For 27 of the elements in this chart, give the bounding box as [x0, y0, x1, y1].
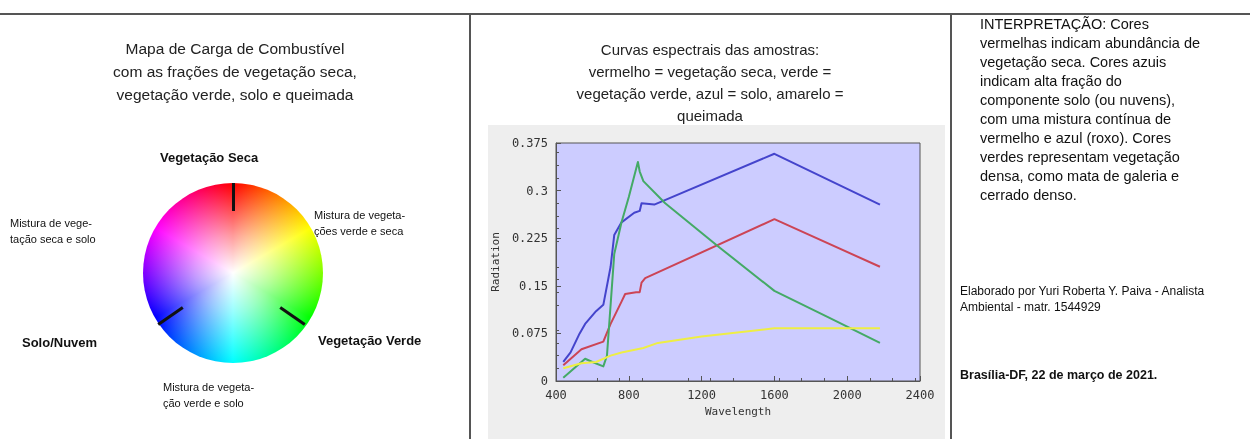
- x-tick-label: 2000: [832, 388, 862, 402]
- x-tick-label: 800: [617, 388, 640, 402]
- text: Elaborado por Yuri Roberta Y. Paiva - Analista Ambiental - matr. 1544929: [960, 283, 1206, 315]
- line-series: [562, 218, 881, 367]
- text: Mistura de vegeta- ção verde e solo: [163, 380, 255, 411]
- text: Mistura de vege- tação seca e solo: [10, 216, 96, 247]
- y-tick-label: 0.3: [526, 183, 548, 198]
- y-tick-label: 0.225: [511, 231, 548, 246]
- text: Brasília-DF, 22 de março de 2021.: [960, 367, 1159, 383]
- y-tick-label: 0.075: [511, 326, 548, 341]
- x-axis-title: Wavelength: [704, 404, 772, 418]
- x-tick-label: 2400: [905, 388, 935, 402]
- text: Mistura de vegeta- ções verde e seca: [314, 208, 406, 239]
- text: INTERPRETAÇÃO: Cores vermelhas indicam abundância de vegetação seca. Cores azuis indicam alta fração do componente solo (ou nuvens), com uma mistura contínua de vermelho e azul (roxo). Cores verdes representam vegetação densa, como mata de galeria e cerrado denso.: [980, 16, 1201, 203]
- text: Vegetação Verde: [318, 333, 422, 349]
- y-tick-label: 0.375: [511, 136, 548, 150]
- text: Mapa de Carga de Combustível com as frações de vegetação seca, vegetação verde, solo e queimada: [112, 39, 358, 105]
- text: Solo/Nuvem: [22, 335, 98, 351]
- y-tick-label: 0.15: [519, 278, 548, 293]
- text: Vegetação Seca: [160, 150, 259, 166]
- line-series: [562, 327, 881, 370]
- chart-title: Curvas espectrais das amostras: vermelho = vegetação seca, verde = vegetação verde, azul = solo, amarelo = queimada: [576, 40, 844, 124]
- x-tick-label: 400: [545, 388, 567, 402]
- x-tick-label: 1600: [759, 388, 789, 402]
- y-tick-label: 0: [540, 374, 548, 388]
- x-tick-label: 1200: [687, 388, 717, 402]
- y-axis-title: Radiation: [488, 232, 502, 292]
